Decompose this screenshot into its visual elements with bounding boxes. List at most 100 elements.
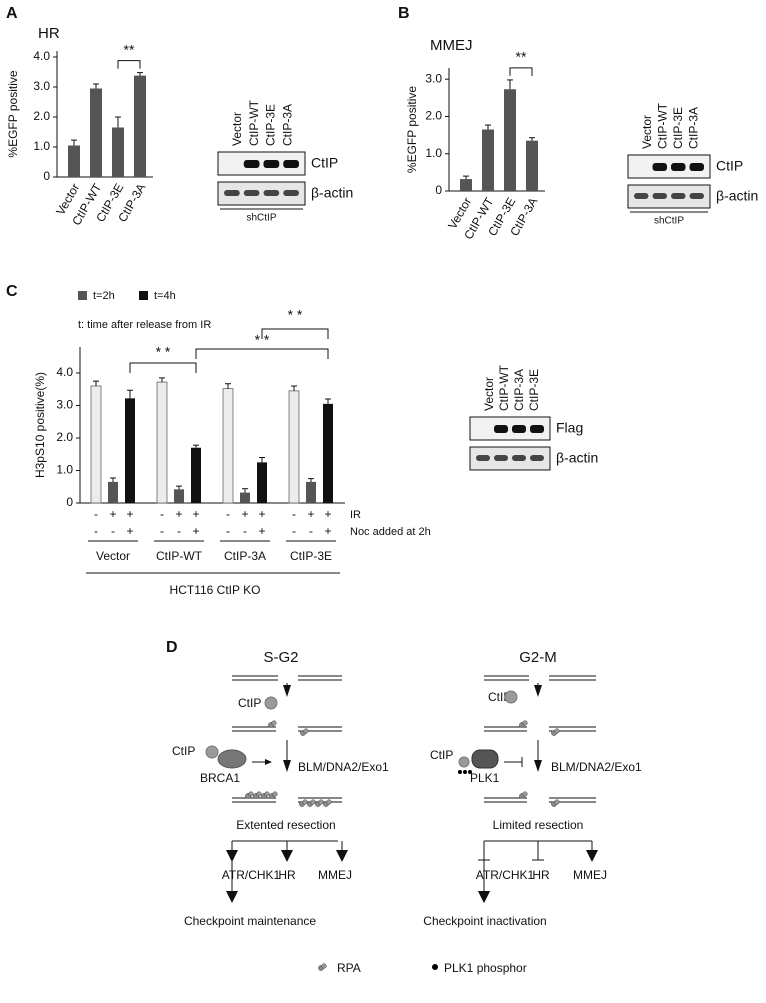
- band: [652, 193, 667, 199]
- y-tick-label: 3.0: [425, 71, 442, 85]
- bar: [90, 385, 102, 504]
- arrow-head: [226, 850, 238, 862]
- treatment-sign: +: [324, 507, 331, 521]
- treatment-sign: -: [94, 507, 98, 521]
- band: [243, 160, 260, 168]
- protein: [205, 745, 219, 759]
- diagram: S-G2 CtIP CtIP BRCA1 BLM/DNA2/Exo1 Exten…: [172, 649, 642, 975]
- rpa: [271, 720, 277, 726]
- arrow-head: [283, 760, 291, 772]
- rpa: [321, 963, 327, 969]
- rpa: [303, 728, 309, 734]
- band: [476, 455, 490, 461]
- y-axis-label: %EGFP positive: [6, 70, 20, 157]
- bar: [504, 89, 516, 191]
- band: [494, 455, 508, 461]
- band: [512, 425, 526, 433]
- x-tick-label: CtIP-WT: [156, 549, 203, 563]
- lane-label: CtIP-3E: [671, 107, 685, 149]
- significance-label: **: [516, 49, 527, 65]
- treatment-sign: -: [177, 524, 181, 538]
- y-tick-label: 0: [66, 495, 73, 509]
- treatment-sign: -: [160, 524, 164, 538]
- band: [263, 190, 280, 196]
- treatment-sign: -: [111, 524, 115, 538]
- treatment-sign: +: [192, 507, 199, 521]
- arrow-head: [478, 891, 490, 903]
- label: BLM/DNA2/Exo1: [551, 760, 642, 774]
- y-tick-label: 0: [435, 183, 442, 197]
- rpa: [554, 728, 560, 734]
- treatment-sign: -: [309, 524, 313, 538]
- bar: [288, 390, 300, 504]
- treatment-sign: -: [292, 507, 296, 521]
- label: Checkpoint inactivation: [423, 914, 546, 928]
- bar: [156, 381, 168, 504]
- y-tick-label: 2.0: [425, 109, 442, 123]
- lane-label: CtIP-3E: [527, 369, 541, 411]
- label: ATR/CHK1: [222, 868, 281, 882]
- label: Limited resection: [493, 818, 584, 832]
- treatment-sign: -: [243, 524, 247, 538]
- label: CtIP: [172, 744, 195, 758]
- arrow-head: [586, 850, 598, 862]
- x-tick-label: CtIP-3A: [224, 549, 266, 563]
- panel-label: D: [166, 639, 178, 656]
- bar: [482, 129, 494, 191]
- y-tick-label: 2.0: [56, 430, 73, 444]
- treatment-sign: +: [109, 507, 116, 521]
- label: CtIP: [430, 748, 453, 762]
- treatment-sign: -: [94, 524, 98, 538]
- bar: [174, 489, 184, 503]
- bar: [108, 481, 118, 503]
- band: [512, 455, 526, 461]
- treatment-sign: +: [126, 507, 133, 521]
- treatment-sign: +: [258, 524, 265, 538]
- rpa: [302, 799, 308, 805]
- lane-label: CtIP-3A: [280, 104, 294, 146]
- bar: [240, 492, 250, 503]
- treatment-sign: +: [175, 507, 182, 521]
- band: [652, 163, 667, 171]
- band: [530, 425, 544, 433]
- lane-label: CtIP-3A: [687, 107, 701, 149]
- significance-bracket: [195, 348, 329, 359]
- treatment-label: Noc added at 2h: [350, 526, 431, 538]
- band: [671, 163, 686, 171]
- band-label: Flag: [556, 420, 583, 436]
- label: HR: [278, 868, 296, 882]
- legend-swatch: [78, 291, 87, 300]
- band-label: β-actin: [556, 450, 598, 466]
- rpa: [326, 799, 332, 805]
- treatment-sign: +: [192, 524, 199, 538]
- significance-label: * *: [156, 344, 171, 360]
- band: [689, 193, 704, 199]
- label: BRCA1: [200, 771, 240, 785]
- bar: [125, 398, 135, 503]
- treatment-sign: +: [307, 507, 314, 521]
- label: Checkpoint maintenance: [184, 914, 316, 928]
- blot-frame: [627, 154, 711, 179]
- panel-label: A: [6, 5, 18, 22]
- bar: [257, 462, 267, 503]
- treatment-sign: +: [324, 524, 331, 538]
- bar: [68, 145, 80, 177]
- rpa: [248, 791, 254, 797]
- band: [224, 190, 240, 196]
- lane-label: CtIP-3E: [264, 104, 278, 146]
- band: [263, 160, 280, 168]
- panel-label: B: [398, 5, 410, 22]
- y-tick-label: 1.0: [33, 139, 50, 153]
- rpa: [256, 791, 262, 797]
- panel-label: C: [6, 283, 18, 300]
- phospho: [458, 770, 462, 774]
- label: PLK1: [470, 771, 500, 785]
- legend-label: PLK1 phosphor: [444, 961, 527, 975]
- protein: [217, 749, 247, 769]
- diagram-title: S-G2: [263, 649, 298, 666]
- x-tick-label: CtIP-3E: [290, 549, 332, 563]
- bar: [134, 75, 146, 177]
- treatment-sign: +: [241, 507, 248, 521]
- band-label: CtIP: [311, 155, 338, 171]
- arrow-head: [336, 850, 348, 862]
